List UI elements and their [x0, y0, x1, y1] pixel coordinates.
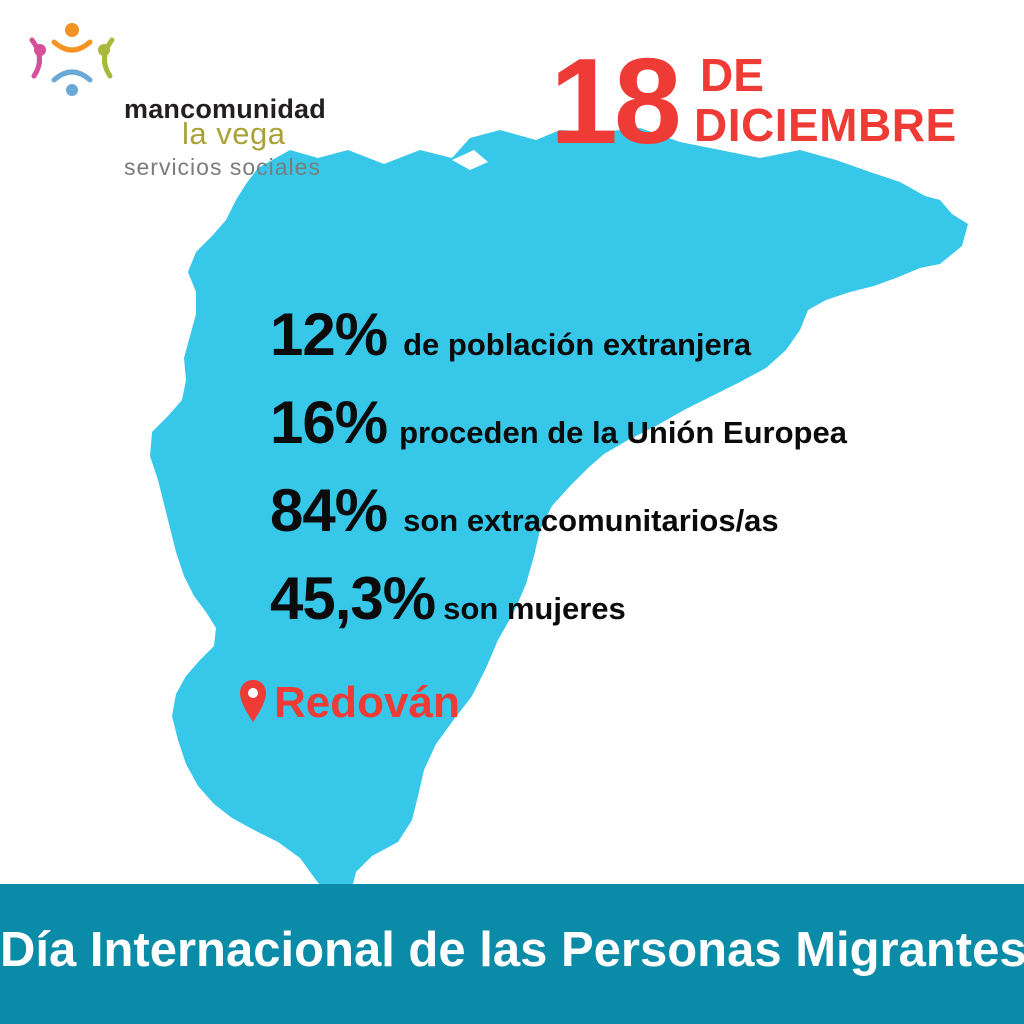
- logo-line-1: mancomunidad: [124, 94, 326, 124]
- stat-text: proceden de la Unión Europea: [399, 415, 847, 450]
- stat-percent: 16%: [270, 389, 388, 456]
- footer-title: Día Internacional de las Personas Migran…: [0, 923, 1024, 977]
- logo-line-2: la vega: [182, 116, 286, 151]
- stat-text: son extracomunitarios/as: [403, 503, 779, 538]
- date-day: 18: [550, 33, 682, 169]
- stat-percent: 84%: [270, 477, 388, 544]
- date-preposition: DE: [700, 49, 764, 101]
- stat-text: son mujeres: [443, 591, 626, 626]
- footer-banner: Día Internacional de las Personas Migran…: [0, 884, 1024, 1024]
- date-month: DICIEMBRE: [694, 99, 957, 151]
- mancomunidad-logo: mancomunidad la vega servicios sociales: [24, 20, 326, 180]
- stat-percent: 12%: [270, 301, 388, 368]
- map-pin-icon: [240, 680, 266, 722]
- stat-percent: 45,3%: [270, 565, 436, 632]
- stat-women: 45,3% son mujeres: [270, 564, 626, 633]
- stat-text: de población extranjera: [403, 327, 752, 362]
- people-circle-logo-icon: [29, 23, 115, 96]
- logo-line-3: servicios sociales: [124, 154, 321, 180]
- stat-foreign-population: 12% de población extranjera: [270, 300, 751, 369]
- stat-eu-origin: 16% proceden de la Unión Europea: [270, 388, 847, 457]
- stat-non-eu-origin: 84% son extracomunitarios/as: [270, 476, 779, 545]
- location-name: Redován: [274, 678, 460, 727]
